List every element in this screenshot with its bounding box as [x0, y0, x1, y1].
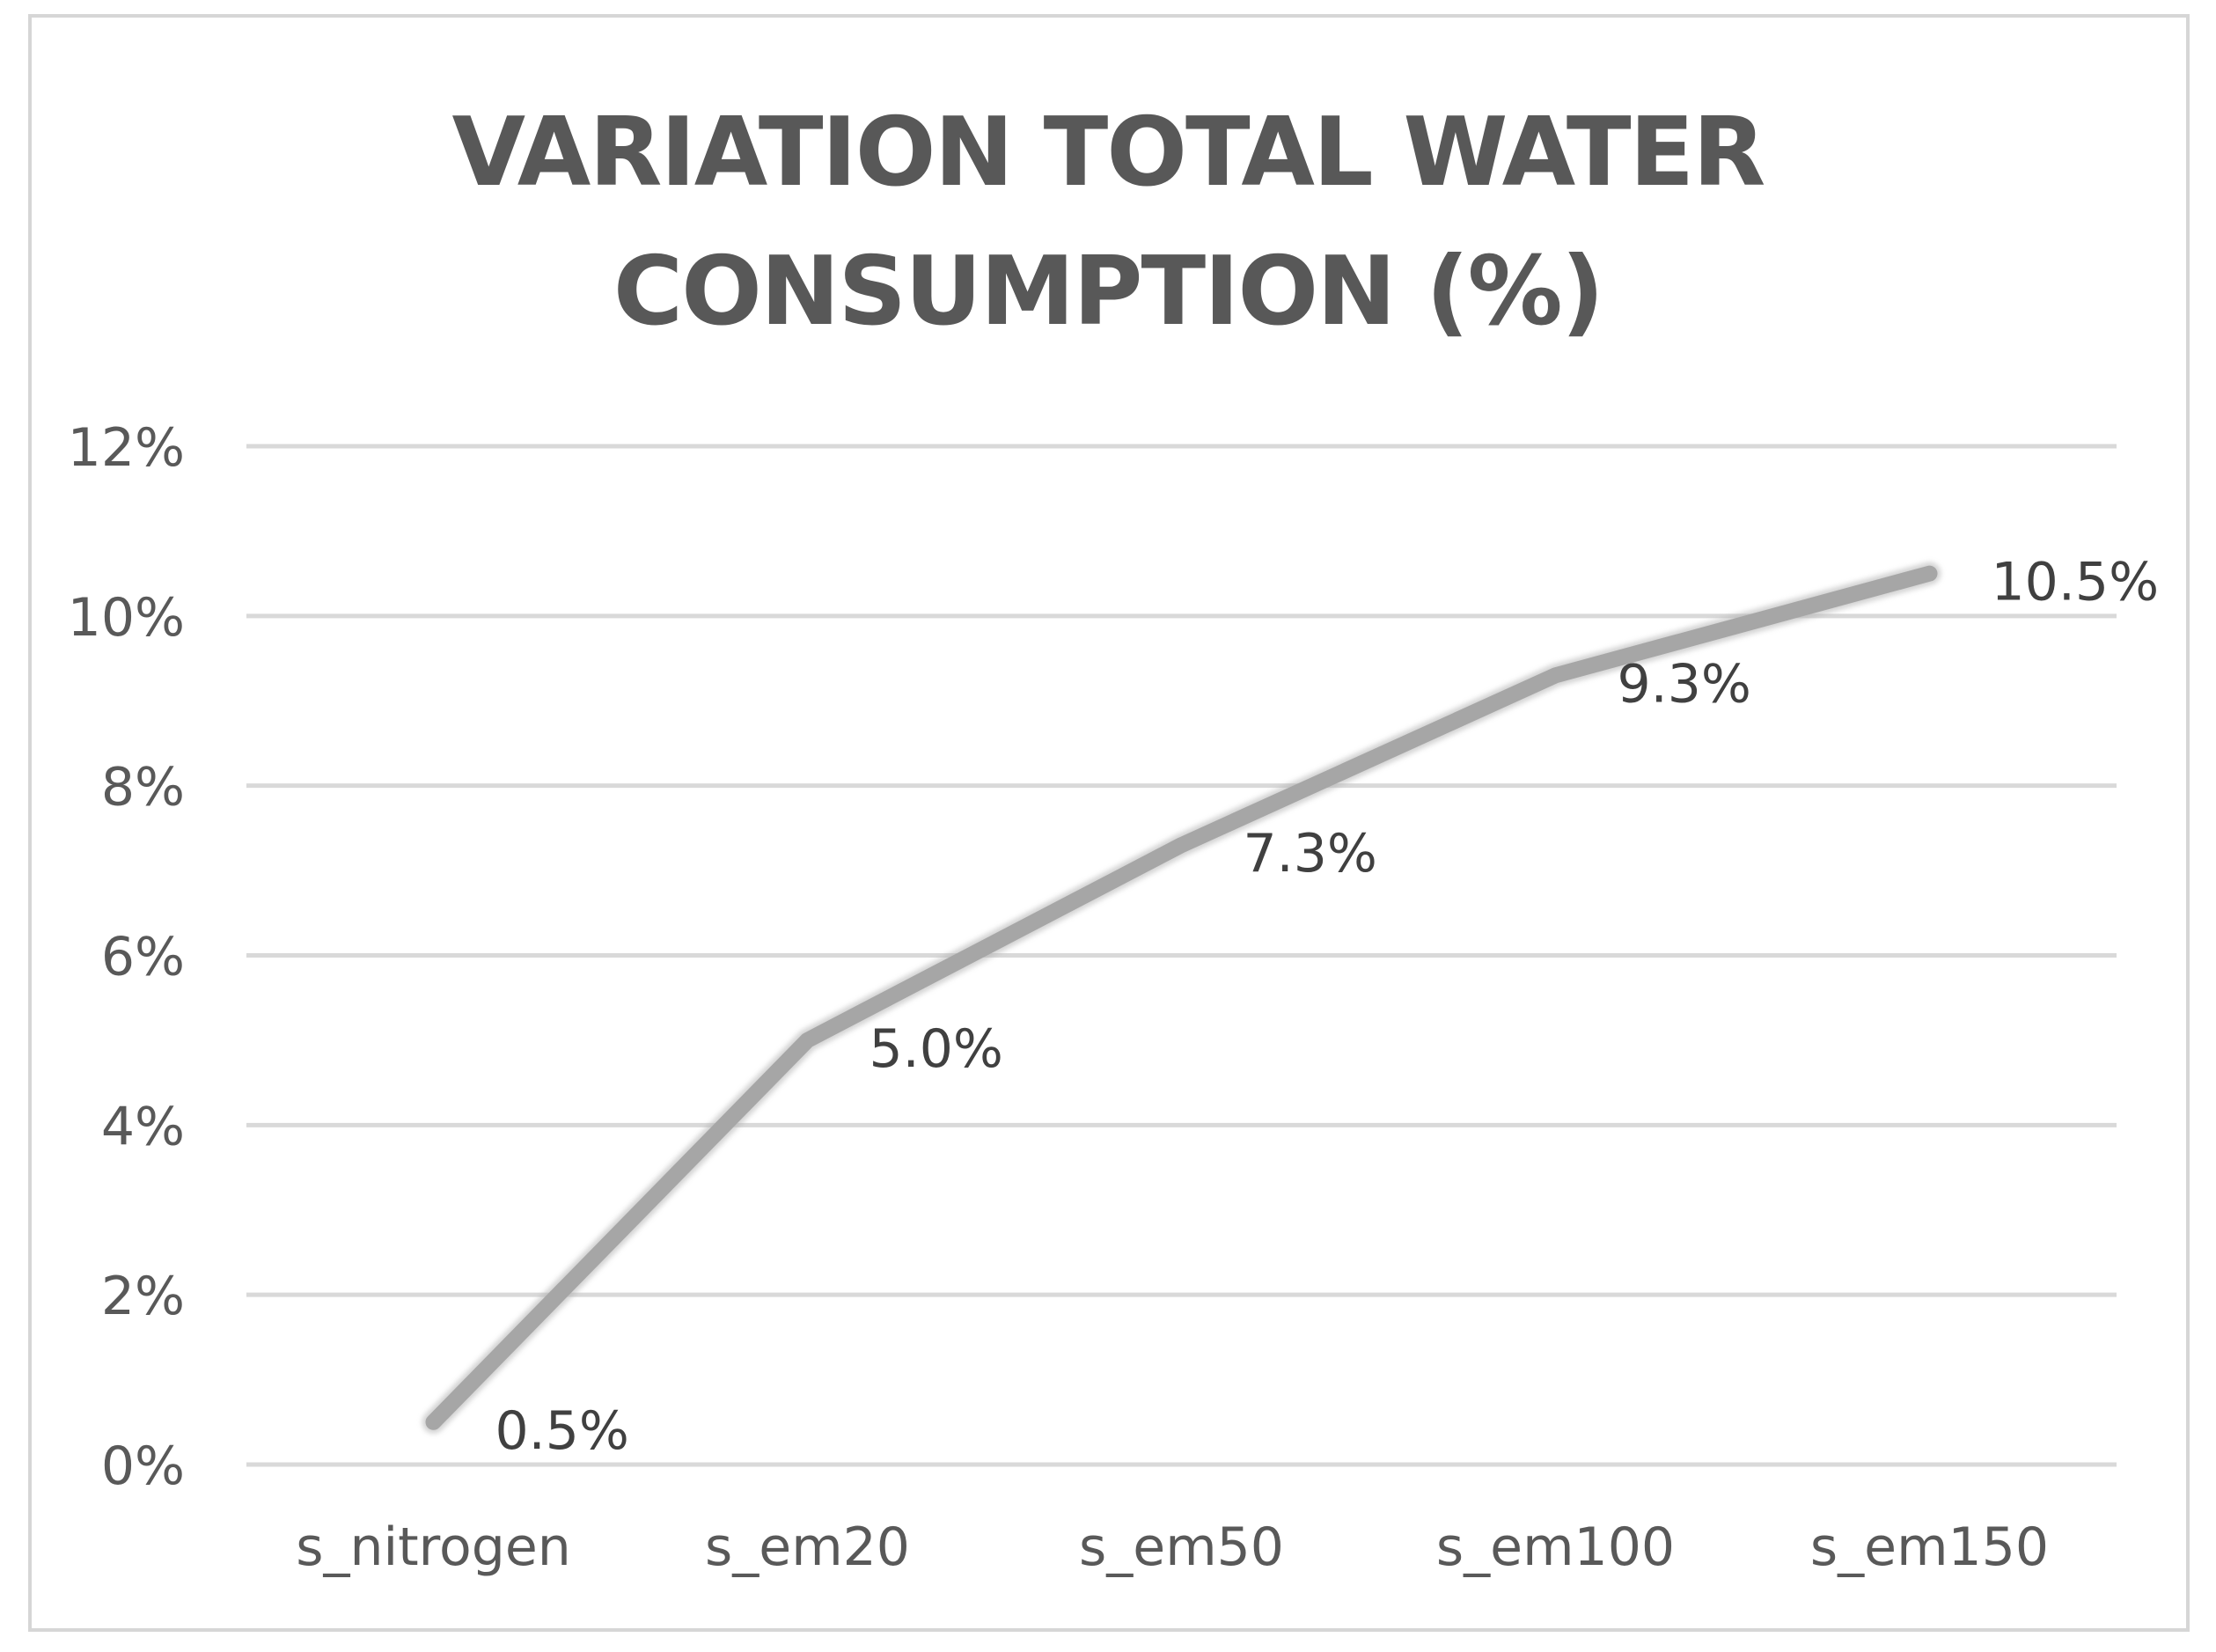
data-label: 5.0%: [870, 1018, 1003, 1080]
y-tick-label: 12%: [68, 417, 185, 479]
data-point: [432, 1421, 435, 1423]
y-tick-label: 6%: [101, 927, 185, 988]
chart-frame: [28, 14, 2190, 1632]
data-label: 10.5%: [1992, 552, 2160, 613]
x-axis-tick-labels: s_nitrogen s_em20 s_em50 s_em100 s_em150: [296, 1516, 2049, 1578]
data-point: [1180, 844, 1183, 847]
data-label: 0.5%: [495, 1400, 629, 1462]
data-point: [1554, 674, 1557, 677]
y-tick-label: 8%: [101, 757, 185, 819]
data-labels: 0.5% 5.0% 7.3% 9.3% 10.5%: [495, 552, 2160, 1462]
y-tick-label: 2%: [101, 1266, 185, 1327]
chart-title-line-1: VARIATION TOTAL WATER: [451, 98, 1766, 208]
chart-title-line-2: CONSUMPTION (%): [613, 237, 1604, 347]
data-label: 7.3%: [1244, 823, 1377, 885]
x-tick-label: s_em150: [1810, 1516, 2049, 1578]
y-tick-label: 0%: [101, 1435, 185, 1497]
x-tick-label: s_em50: [1079, 1516, 1284, 1578]
x-tick-label: s_em20: [705, 1516, 910, 1578]
data-point: [1928, 572, 1931, 575]
data-series: [422, 562, 1941, 1434]
y-tick-label: 10%: [68, 587, 185, 649]
y-axis-tick-labels: 0% 2% 4% 6% 8% 10% 12%: [68, 417, 185, 1497]
x-tick-label: s_em100: [1436, 1516, 1675, 1578]
x-tick-label: s_nitrogen: [296, 1516, 571, 1578]
chart-title: VARIATION TOTAL WATER CONSUMPTION (%): [0, 84, 2216, 362]
y-tick-label: 4%: [101, 1096, 185, 1157]
data-point: [806, 1039, 809, 1041]
data-label: 9.3%: [1618, 653, 1751, 715]
